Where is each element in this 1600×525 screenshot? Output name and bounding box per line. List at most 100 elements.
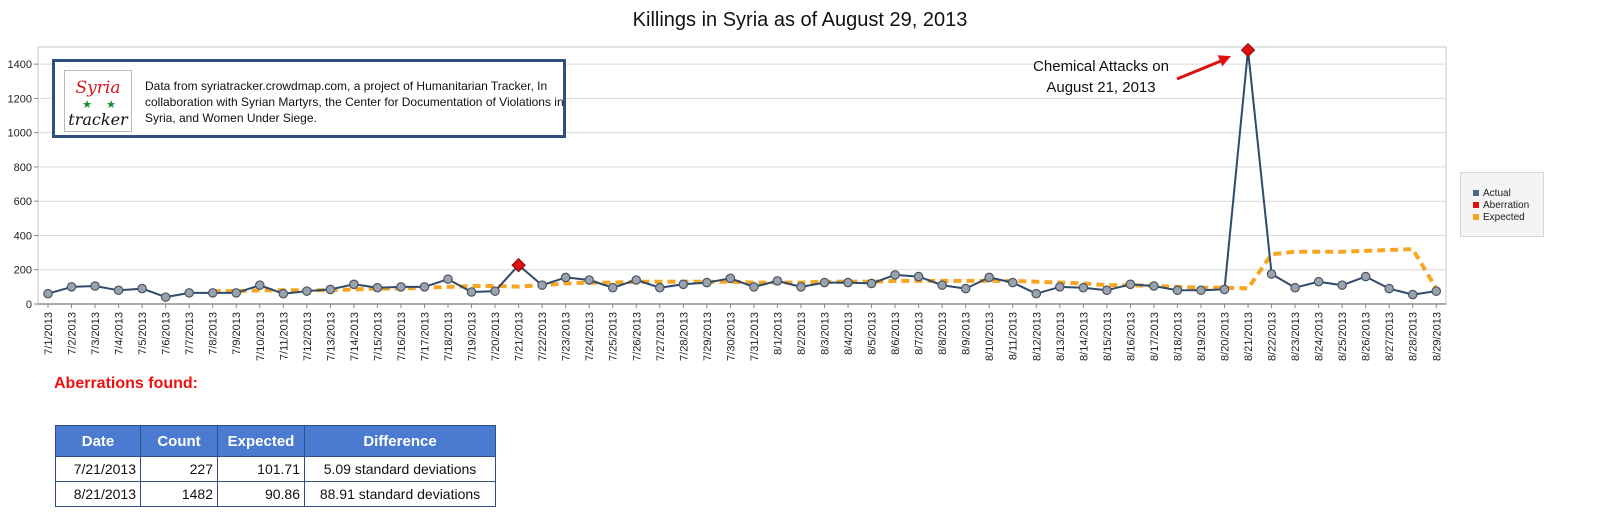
x-tick-label: 8/14/2013 — [1078, 312, 1090, 361]
actual-point — [66, 282, 77, 292]
axes — [34, 46, 1447, 308]
x-tick-label: 8/22/2013 — [1267, 312, 1279, 361]
legend-item-actual: Actual — [1473, 187, 1543, 199]
actual-point — [560, 272, 571, 283]
x-tick-label: 8/7/2013 — [914, 312, 926, 355]
x-tick-label: 8/23/2013 — [1290, 312, 1302, 361]
x-tick-label: 7/23/2013 — [561, 312, 573, 361]
x-tick-label: 7/13/2013 — [325, 312, 337, 361]
x-tick-label: 8/15/2013 — [1102, 312, 1114, 361]
x-tick-label: 7/27/2013 — [655, 312, 667, 361]
cell-count: 227 — [140, 456, 218, 482]
x-tick-label: 7/18/2013 — [443, 312, 455, 361]
column-header-date: Date — [55, 425, 141, 457]
x-tick-label: 8/3/2013 — [819, 312, 831, 355]
y-tick-labels: 0 200 400 600 800 1000 1200 1400 — [8, 59, 32, 311]
actual-point — [678, 279, 689, 290]
actual-point — [866, 278, 877, 289]
actual-point — [1149, 281, 1159, 291]
chart-title: Killings in Syria as of August 29, 2013 — [632, 9, 968, 31]
x-tick-label: 8/29/2013 — [1431, 312, 1443, 361]
actual-point — [184, 288, 194, 298]
y-tick-label: 600 — [14, 196, 32, 208]
x-tick-label: 8/4/2013 — [843, 312, 855, 355]
table-row: 7/21/2013 227 101.71 5.09 standard devia… — [55, 456, 496, 482]
actual-point — [1054, 282, 1065, 292]
cell-difference: 88.91 standard deviations — [304, 481, 496, 507]
actual-point — [419, 282, 430, 292]
actual-point — [984, 272, 994, 283]
actual-point — [1384, 283, 1395, 294]
legend-item-expected: Expected — [1473, 211, 1543, 223]
x-tick-label: 7/4/2013 — [114, 312, 126, 355]
data-source-box: Syria ★ ★ tracker Data from syriatracker… — [52, 59, 566, 138]
line-chart: 0 200 400 600 800 1000 1200 1400 7/1/2013 7/2/20… — [8, 42, 1447, 361]
legend-swatch-actual — [1473, 190, 1479, 196]
actual-point — [207, 288, 218, 298]
cell-count: 1482 — [140, 481, 218, 507]
data-source-text: Data from syriatracker.crowdmap.com, a p… — [145, 79, 564, 125]
actual-point — [796, 282, 806, 292]
actual-point — [537, 280, 547, 290]
syria-tracker-logo: Syria ★ ★ tracker — [64, 70, 132, 132]
x-tick-label: 7/10/2013 — [255, 312, 267, 361]
actual-point — [1172, 285, 1183, 296]
actual-point — [90, 281, 100, 291]
x-tick-label: 7/26/2013 — [631, 312, 643, 361]
annotation-arrow-shaft — [1176, 58, 1224, 81]
actual-point — [772, 276, 783, 286]
actual-point — [1078, 282, 1089, 293]
x-tick-label: 8/26/2013 — [1361, 312, 1373, 361]
actual-point — [490, 286, 500, 296]
legend-swatch-aberration — [1473, 202, 1479, 208]
x-tick-label: 8/1/2013 — [772, 312, 784, 355]
actual-point — [443, 274, 453, 284]
x-tick-labels: 7/1/2013 7/2/2013 7/3/2013 7/4/2013 7/5/2013… — [43, 312, 1443, 361]
annotation-arrow — [1176, 55, 1232, 81]
y-tick-label: 200 — [14, 265, 32, 277]
actual-point — [43, 288, 53, 299]
cell-date: 8/21/2013 — [55, 481, 141, 507]
aberration-point — [1240, 42, 1256, 58]
legend-label-expected: Expected — [1483, 211, 1525, 223]
x-tick-label: 8/5/2013 — [867, 312, 879, 355]
star-icon: ★ — [106, 99, 116, 111]
y-tick-label: 0 — [26, 299, 32, 311]
x-tick-label: 8/9/2013 — [961, 312, 973, 355]
y-tick-label: 1000 — [8, 128, 32, 140]
aberration-point — [511, 257, 526, 273]
actual-point — [749, 282, 759, 292]
x-tick-label: 7/30/2013 — [725, 312, 737, 361]
x-tick-label: 7/25/2013 — [608, 312, 620, 361]
column-header-difference: Difference — [304, 425, 496, 457]
logo-text-bottom: tracker — [68, 110, 129, 129]
actual-point — [1431, 286, 1442, 296]
actual-point — [654, 282, 665, 293]
aberration-series — [511, 42, 1256, 273]
x-tick-label: 8/13/2013 — [1055, 312, 1067, 361]
x-tick-label: 7/20/2013 — [490, 312, 502, 361]
x-tick-label: 7/19/2013 — [467, 312, 479, 361]
actual-point — [1102, 285, 1112, 296]
x-tick-label: 8/27/2013 — [1384, 312, 1396, 361]
x-tick-label: 7/3/2013 — [90, 312, 102, 355]
cell-expected: 90.86 — [217, 481, 305, 507]
x-tick-label: 7/7/2013 — [184, 312, 196, 355]
actual-point — [372, 282, 383, 293]
cell-date: 7/21/2013 — [55, 456, 141, 482]
x-tick-label: 8/2/2013 — [796, 312, 808, 355]
annotation-arrow-head — [1217, 55, 1232, 67]
actual-point — [1007, 277, 1018, 288]
chemical-attack-annotation: Chemical Attacks on August 21, 2013 — [1018, 56, 1184, 98]
actual-point — [1196, 285, 1206, 296]
actual-point — [1125, 279, 1136, 290]
x-tick-label: 7/22/2013 — [537, 312, 549, 361]
actual-point — [607, 282, 618, 293]
logo-text-top: Syria — [76, 78, 121, 98]
x-tick-label: 8/16/2013 — [1125, 312, 1137, 361]
x-tick-label: 8/12/2013 — [1031, 312, 1043, 361]
actual-point — [325, 284, 336, 295]
aberrations-table: Date Count Expected Difference 7/21/2013… — [55, 425, 496, 507]
table-header-row: Date Count Expected Difference — [55, 425, 496, 457]
legend-swatch-expected — [1473, 214, 1479, 220]
